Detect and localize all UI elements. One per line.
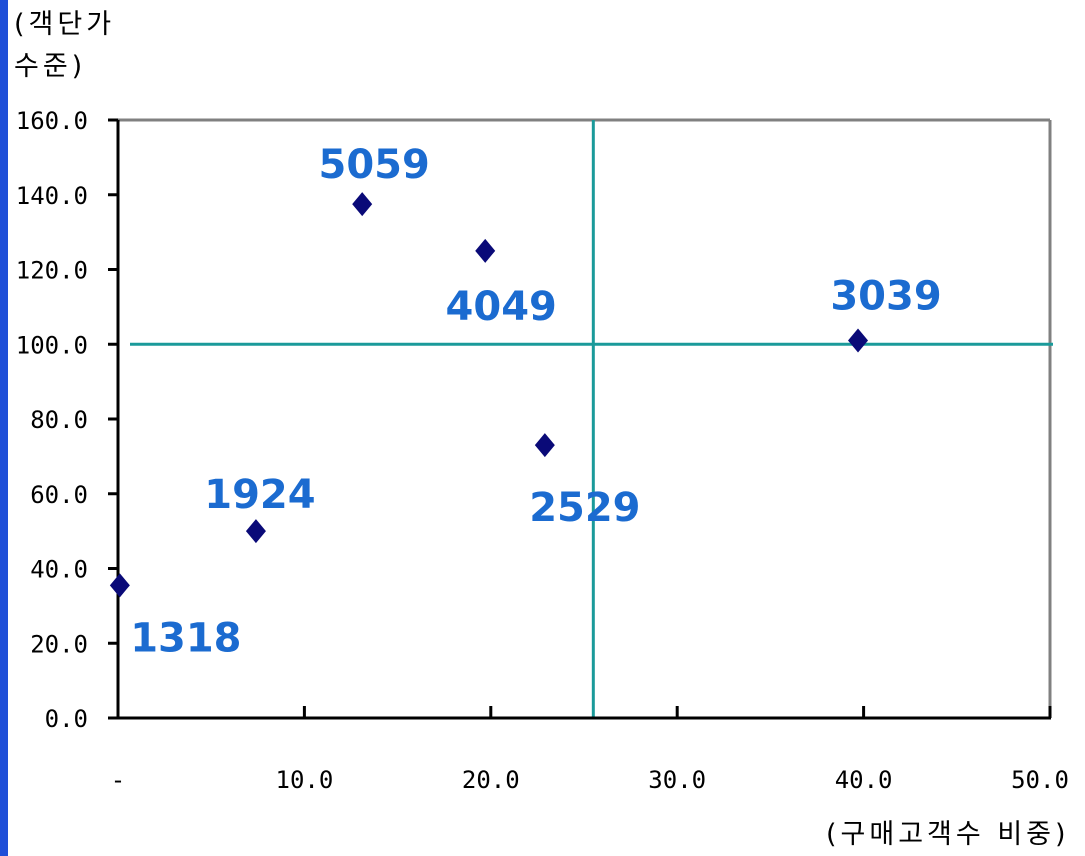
data-label-4049: 4049: [446, 284, 557, 330]
x-tick-label: -: [111, 766, 125, 794]
data-point-3039: [848, 328, 869, 353]
data-point-1318: [109, 573, 130, 598]
data-point-4049: [475, 238, 496, 263]
y-tick-label: 160.0: [16, 107, 88, 135]
x-tick-label: 20.0: [462, 766, 520, 794]
data-label-1924: 1924: [204, 472, 315, 518]
y-tick-label: 120.0: [16, 257, 88, 285]
x-tick-label: 50.0: [1011, 766, 1069, 794]
x-axis-label: (구매고객수 비중): [826, 819, 1070, 850]
data-point-5059: [352, 192, 373, 217]
x-tick-label: 10.0: [276, 766, 334, 794]
y-tick-label: 0.0: [45, 705, 88, 733]
x-tick-label: 40.0: [835, 766, 893, 794]
y-tick-label: 40.0: [30, 556, 88, 584]
x-tick-label: 30.0: [648, 766, 706, 794]
y-axis-label: (객단가 수준): [14, 9, 116, 82]
y-tick-label: 80.0: [30, 406, 88, 434]
data-label-2529: 2529: [529, 485, 640, 531]
data-point-1924: [245, 519, 266, 544]
y-tick-label: 60.0: [30, 481, 88, 509]
data-label-3039: 3039: [830, 274, 941, 320]
left-accent-bar: [0, 0, 8, 856]
data-label-5059: 5059: [319, 142, 430, 188]
y-tick-label: 100.0: [16, 331, 88, 359]
data-label-1318: 1318: [130, 615, 241, 661]
data-point-2529: [534, 433, 555, 458]
y-tick-label: 20.0: [30, 630, 88, 658]
y-tick-label: 140.0: [16, 182, 88, 210]
